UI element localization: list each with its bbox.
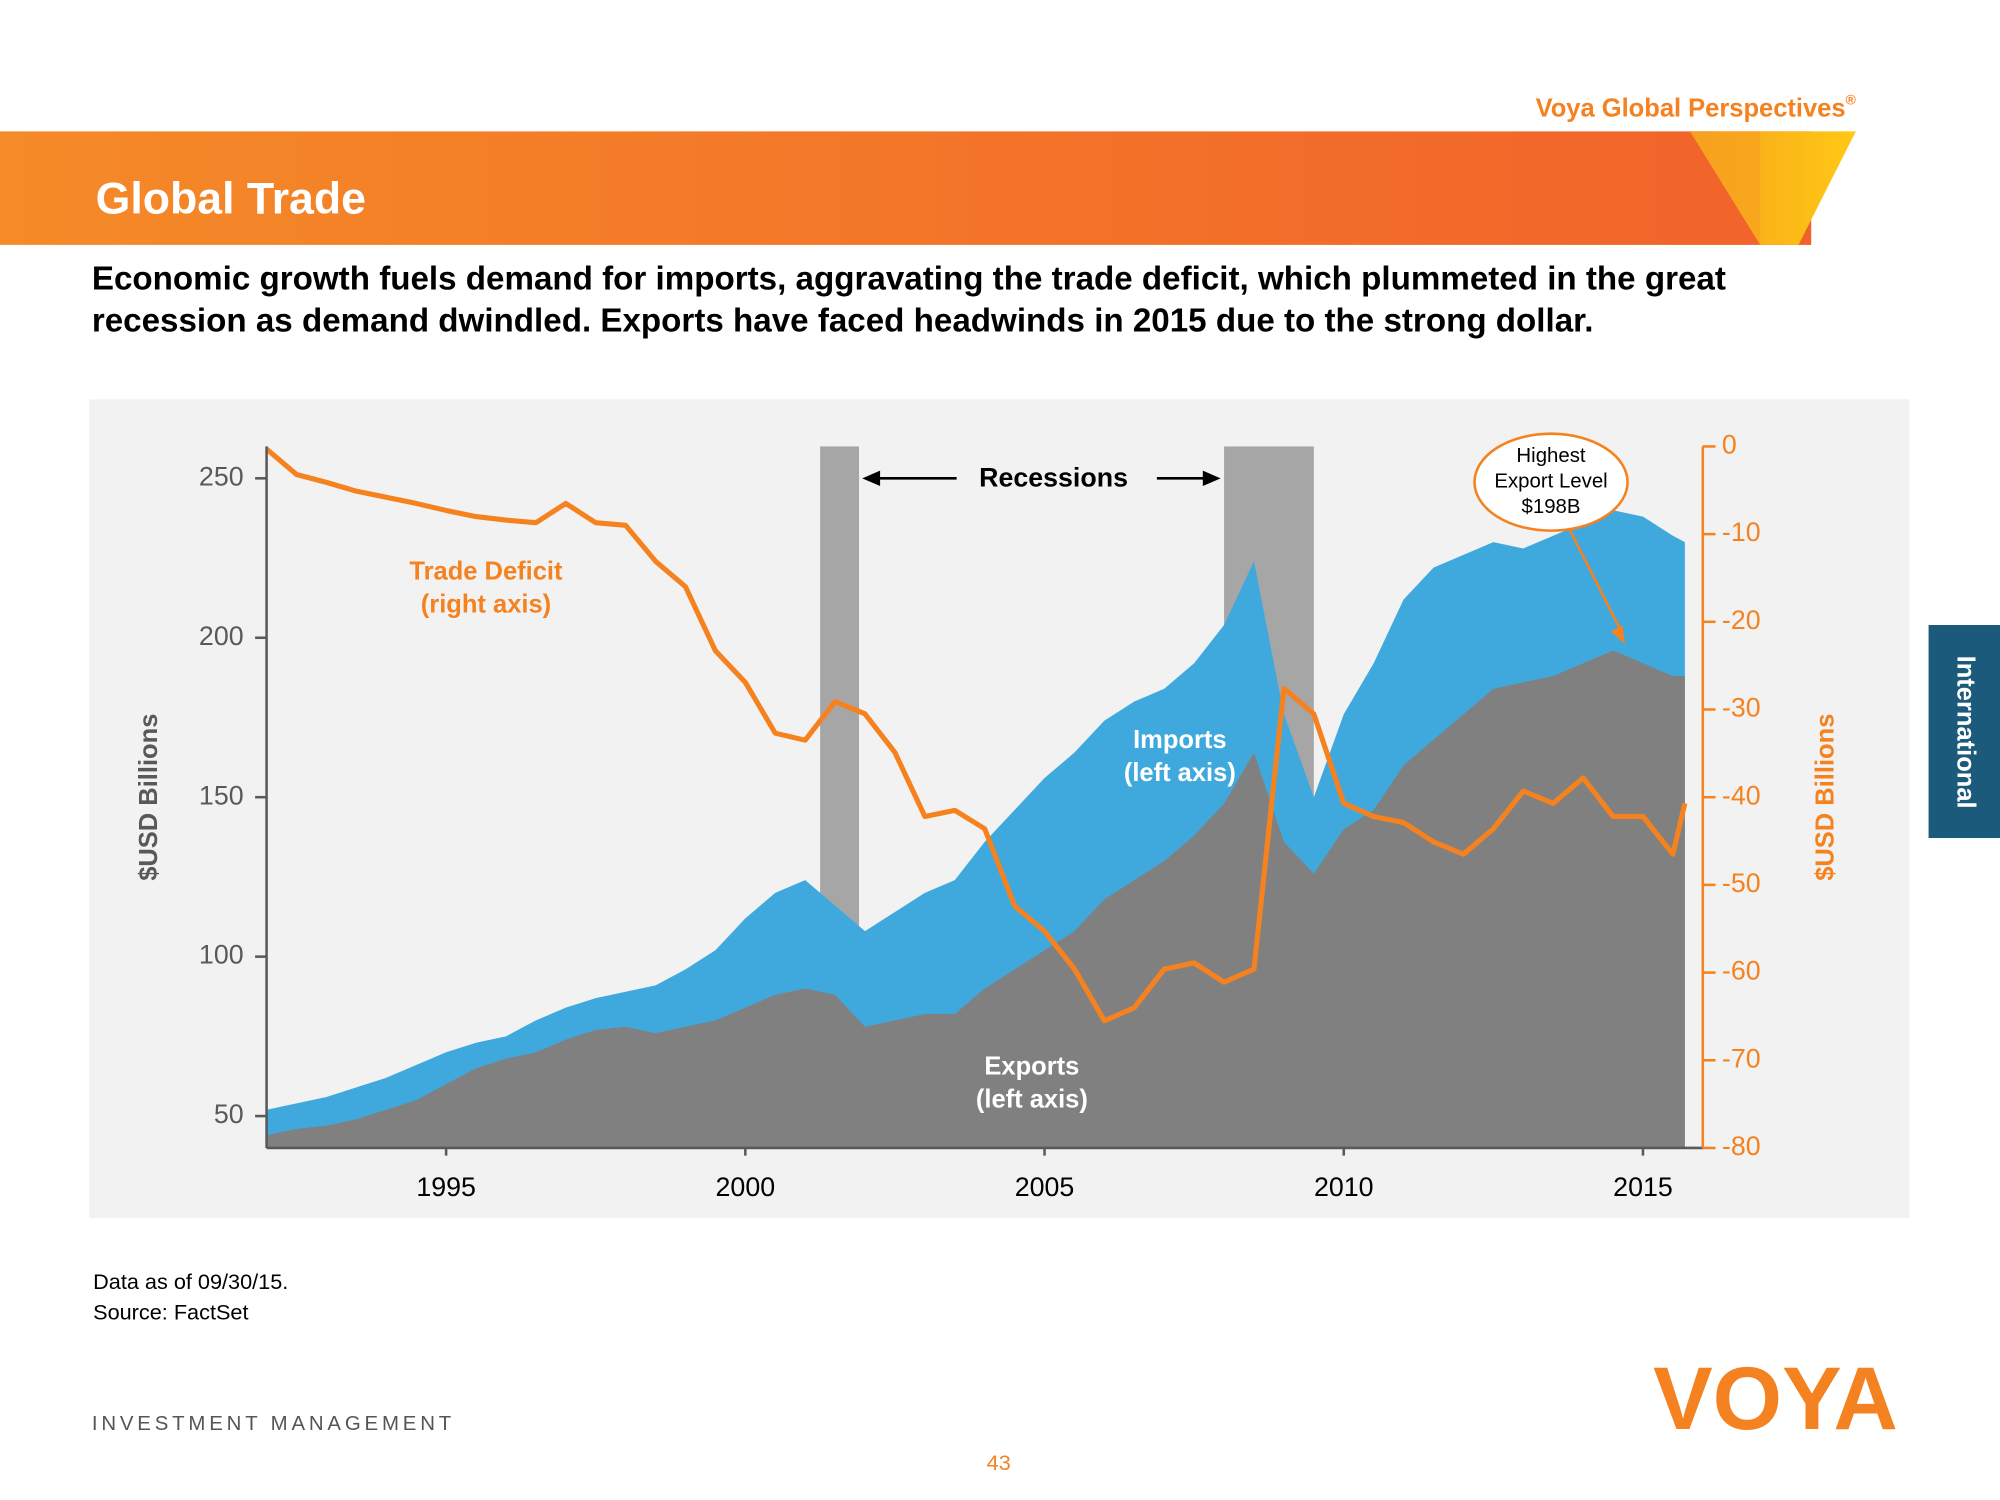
arrow-head [862,470,881,486]
series-note: (left axis) [976,1085,1088,1113]
brand: Voya Global Perspectives® [1536,91,1857,122]
plot: 50 100 150 200 250 0 -10 -20 -30 -40 -50 -60 -70 -80 1… [135,430,1839,1202]
subtitle-line: Economic growth fuels demand for imports… [92,260,1726,297]
footer: INVESTMENT MANAGEMENT [92,1413,455,1435]
series-label: Exports [984,1052,1079,1080]
x-tick-label: 1995 [416,1172,476,1202]
series-label: Trade Deficit [409,557,563,585]
page-number: 43 [987,1450,1011,1475]
y-tick-label: 150 [199,780,244,810]
y2-tick-label: -60 [1722,956,1761,986]
callout-text: $198B [1522,496,1581,518]
footnote: Source: FactSet [93,1300,248,1325]
y-tick-label: 200 [199,621,244,651]
x-tick-label: 2015 [1613,1172,1673,1202]
series-note: (right axis) [421,591,551,619]
y2-tick-label: -80 [1722,1131,1761,1161]
arrow-head [1202,470,1221,486]
series-label: Imports [1133,726,1227,754]
callout-arrow-head [1610,625,1626,645]
line [264,447,1688,1024]
y-tick-label: 100 [199,940,244,970]
brand-mark: ® [1846,91,1857,107]
y2-tick-label: -10 [1722,517,1761,547]
callout-arrow [1567,527,1623,632]
x-tick-label: 2010 [1314,1172,1374,1202]
series-note: (left axis) [1124,759,1236,787]
x-tick-label: 2000 [716,1172,776,1202]
header-band [0,131,1812,245]
y2-tick-label: -40 [1722,780,1761,810]
y2-tick-label: 0 [1722,430,1737,460]
callout-text: Export Level [1494,471,1607,493]
callout-text: Highest [1516,445,1585,467]
recessions-label: Recessions [979,463,1128,493]
brand-name: Voya Global Perspectives [1536,94,1846,122]
y-axis-label: $USD Billions [135,714,163,881]
logo: VOYA [1653,1348,1898,1448]
footnote: Data as of 09/30/15. [93,1269,288,1294]
y2-tick-label: -20 [1722,605,1761,635]
y2-tick-label: -70 [1722,1043,1761,1073]
y-tick-label: 250 [199,461,244,491]
title: Global Trade [96,174,366,223]
y2-axis-label: $USD Billions [1811,714,1839,881]
y-tick-label: 50 [214,1099,244,1129]
x-tick-label: 2005 [1015,1172,1075,1202]
callout-bubble [1473,432,1629,532]
side-tab-label: International [1952,656,1980,809]
side-tab [1928,625,2000,839]
subtitle-line: recession as demand dwindled. Exports ha… [92,302,1594,339]
y2-tick-label: -50 [1722,868,1761,898]
area [266,650,1685,1148]
y2-tick-label: -30 [1722,693,1761,723]
